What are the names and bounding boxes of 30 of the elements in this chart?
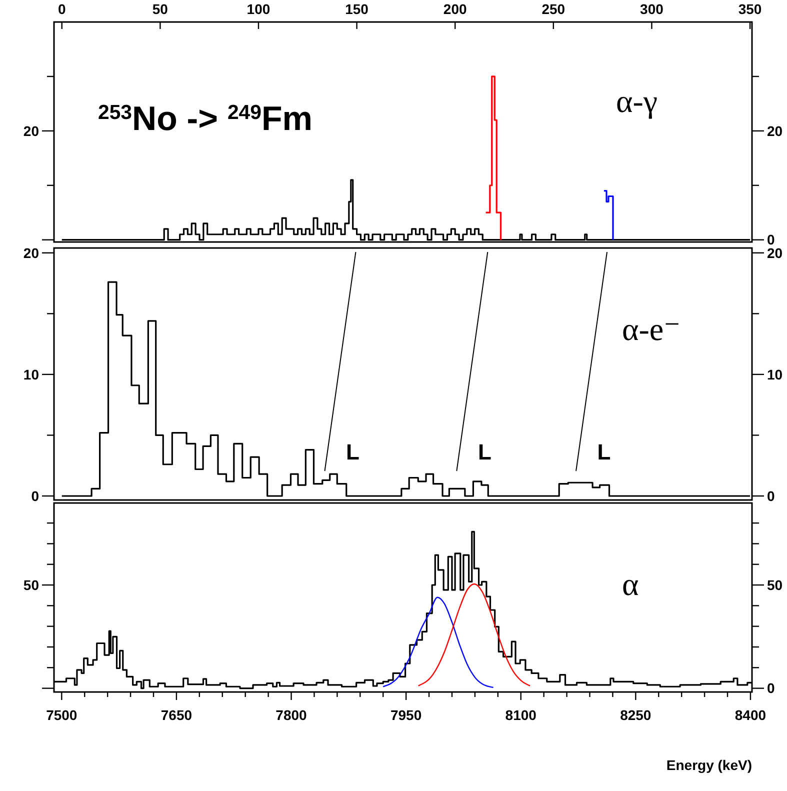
x-tick-label: 350 <box>738 1 762 17</box>
x-tick-label: 7500 <box>46 707 78 723</box>
y-tick-label: 0 <box>31 488 40 504</box>
annotation: L <box>478 440 492 465</box>
text: α <box>622 566 639 602</box>
text: $^{253}$No -> $^{249}$Fm <box>98 100 312 138</box>
x-axis-title: Energy (keV) <box>666 757 752 773</box>
y-tick-label: 0 <box>767 680 775 696</box>
x-tick-label: 100 <box>246 1 270 17</box>
x-tick-label: 150 <box>345 1 369 17</box>
x-tick-label: 7800 <box>276 707 308 723</box>
text: α-e⁻ <box>622 311 681 347</box>
x-tick-label: 0 <box>58 1 66 17</box>
x-tick-label: 50 <box>152 1 168 17</box>
x-tick-label: 300 <box>640 1 664 17</box>
x-tick-label: 8400 <box>734 707 766 723</box>
x-tick-label: 8250 <box>620 707 652 723</box>
y-tick-label: 20 <box>23 244 40 261</box>
annotation: L <box>346 440 360 465</box>
annotation: L <box>597 440 611 465</box>
x-tick-label: 7950 <box>390 707 422 723</box>
x-tick-label: 7650 <box>160 707 192 723</box>
y-tick-label: 50 <box>767 576 783 593</box>
text: α-γ <box>616 83 658 119</box>
y-tick-label: 0 <box>767 232 775 248</box>
y-tick-label: 20 <box>767 122 783 139</box>
y-tick-label: 10 <box>23 366 40 382</box>
x-tick-label: 200 <box>443 1 467 17</box>
x-tick-label: 250 <box>542 1 566 17</box>
x-tick-label: 8100 <box>505 707 537 723</box>
